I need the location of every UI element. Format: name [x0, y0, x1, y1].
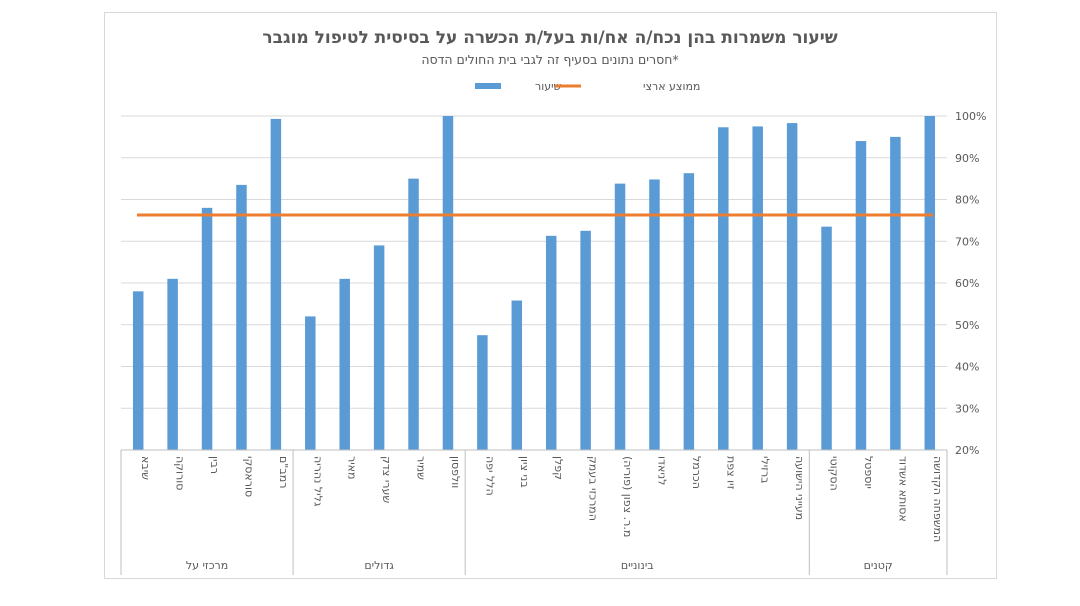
x-tick-label: מאיר: [346, 456, 359, 480]
group-label: בינוניים: [621, 559, 654, 572]
y-axis-ticks: 20% 30% 40% 50% 60% 70% 80% 90% 100%: [955, 110, 986, 457]
y-tick-label: 20%: [955, 444, 979, 457]
bar: [339, 278, 350, 450]
bar: [614, 183, 626, 450]
y-tick-label: 60%: [955, 277, 979, 290]
bar: [683, 173, 695, 450]
bar: [373, 245, 385, 450]
bar: [718, 127, 729, 451]
bar: [752, 126, 763, 450]
bar: [236, 184, 247, 450]
x-tick-label: זיו צפת: [724, 456, 737, 490]
group-label: גדולים: [364, 559, 394, 572]
group-label: קטנים: [864, 559, 893, 572]
bar: [924, 116, 936, 450]
bar: [305, 316, 316, 450]
legend: שיעור ממוצע ארצי: [475, 80, 700, 93]
bar: [580, 230, 591, 450]
x-tick-label: רבין: [208, 456, 221, 474]
legend-bar-label: שיעור: [535, 80, 562, 93]
x-tick-label: סורוקה: [174, 456, 187, 490]
bar: [545, 235, 557, 450]
bar: [408, 178, 419, 450]
bar: [890, 136, 901, 450]
x-tick-label: ברזילי: [759, 456, 772, 484]
bar: [442, 116, 454, 450]
x-tick-label: מ.ר. צפון (פוריה): [621, 456, 634, 537]
y-tick-label: 40%: [955, 361, 979, 374]
legend-bar-swatch: [475, 83, 501, 89]
x-tick-label: שיבא: [139, 456, 152, 480]
x-tick-label: הכרמל: [690, 456, 703, 489]
y-tick-label: 90%: [955, 152, 979, 165]
x-tick-label: שמיר: [415, 456, 428, 480]
y-tick-label: 100%: [955, 110, 986, 123]
chart-svg: שיעור משמרות בהן נכח/ה אח/ות בעל/ת הכשרה…: [120, 28, 986, 575]
x-tick-label: קפלן: [552, 456, 565, 480]
bar: [511, 300, 523, 450]
x-axis: שיבא סורוקה רבין סוראסקי רמב"ם גליל נהריה מאיר…: [120, 449, 948, 575]
chart-title: שיעור משמרות בהן נכח/ה אח/ות בעל/ת הכשרה…: [262, 28, 837, 48]
bar: [786, 123, 798, 450]
bar: [270, 118, 282, 451]
x-tick-label: המשפחה הקדושה: [931, 456, 944, 542]
x-tick-label: אסותא אשדוד: [896, 456, 909, 522]
bars: [132, 116, 936, 451]
bar: [477, 335, 488, 450]
y-tick-label: 50%: [955, 319, 979, 332]
bar: [167, 278, 178, 450]
x-tick-label: רמב"ם: [277, 456, 290, 488]
bar: [855, 141, 867, 451]
bar: [821, 226, 832, 450]
y-tick-label: 30%: [955, 402, 979, 415]
x-tick-label: גליל נהריה: [311, 456, 324, 507]
bar: [132, 291, 144, 450]
x-tick-label: וולפסון: [449, 456, 462, 488]
x-tick-label: המרכזי בעמק: [587, 456, 600, 521]
x-tick-label: הלל יפה: [483, 456, 496, 496]
group-label: מרכזי על: [186, 559, 228, 572]
chart-frame: שיעור משמרות בהן נכח/ה אח/ות בעל/ת הכשרה…: [104, 12, 997, 579]
x-tick-label: לניאדו: [655, 456, 668, 485]
y-tick-label: 80%: [955, 194, 979, 207]
x-tick-label: הסקוטי: [828, 456, 841, 491]
y-tick-label: 70%: [955, 235, 979, 248]
x-tick-label: בני ציון: [518, 456, 531, 488]
x-tick-label: יוספטל: [862, 456, 875, 489]
x-tick-label: מעייני הישועה: [793, 456, 806, 520]
x-tick-label: שערי צדק: [380, 456, 393, 503]
chart-subtitle: *חסרים נתונים בסעיף זה לגבי בית החולים ה…: [421, 52, 678, 67]
x-tick-label: סוראסקי: [242, 456, 255, 497]
bar: [201, 207, 213, 450]
legend-line-label: ממוצע ארצי: [643, 80, 700, 93]
bar: [649, 179, 660, 450]
